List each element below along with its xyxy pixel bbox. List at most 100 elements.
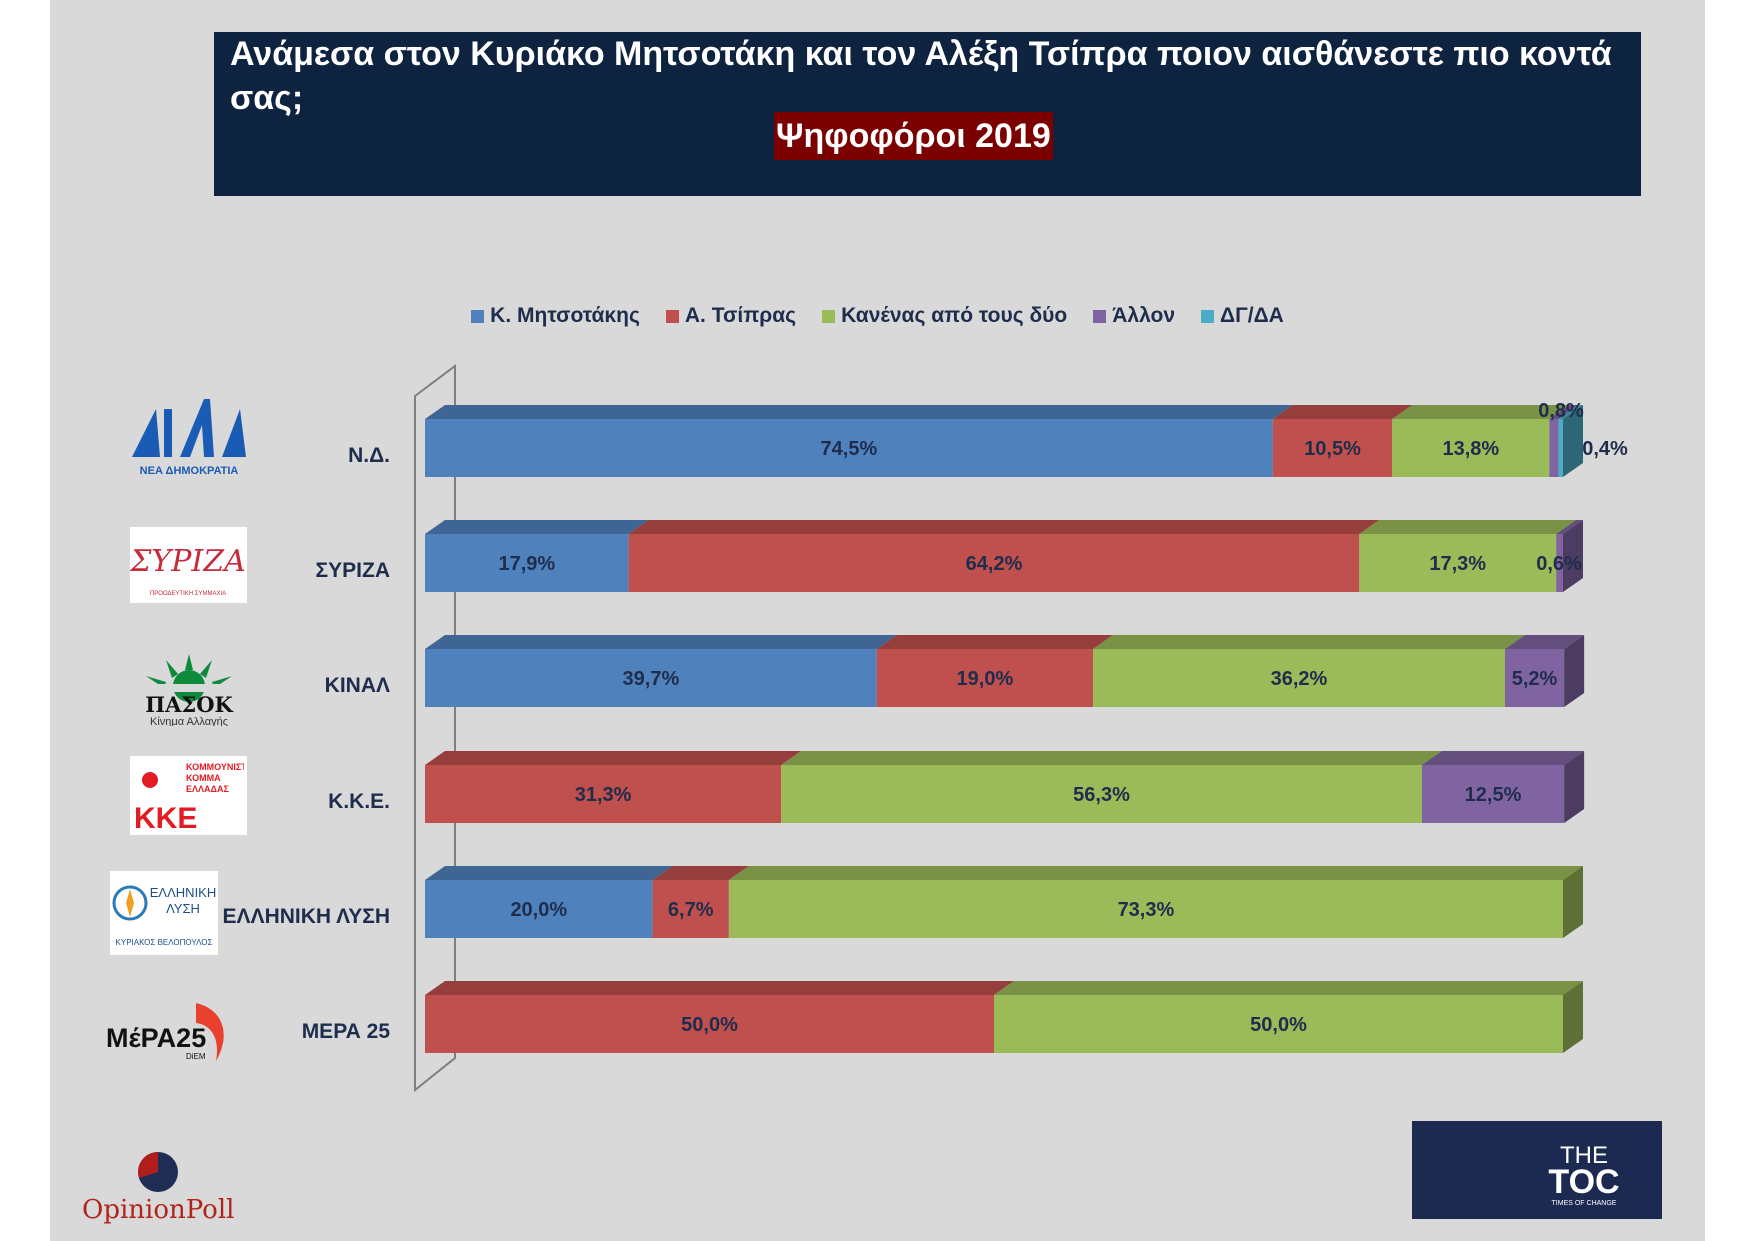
bar-segment bbox=[1272, 419, 1393, 477]
thetoc-logo: THE TOC TIMES OF CHANGE bbox=[1412, 1121, 1662, 1219]
legend-label: Κ. Μητσοτάκης bbox=[490, 304, 640, 327]
data-label: 73,3% bbox=[1118, 899, 1175, 921]
bar-segment bbox=[1359, 534, 1557, 592]
bar-segment bbox=[728, 880, 1563, 938]
svg-text:ΠΡΟΟΔΕΥΤΙΚΗ ΣΥΜΜΑΧΙΑ: ΠΡΟΟΔΕΥΤΙΚΗ ΣΥΜΜΑΧΙΑ bbox=[150, 591, 226, 597]
pasok-logo: ΠΑΣΟΚ Κίνημα Αλλαγής bbox=[130, 650, 248, 728]
legend-item: Άλλον bbox=[1093, 304, 1175, 328]
bar-top-face bbox=[425, 981, 1014, 995]
bar-top-face bbox=[1558, 405, 1583, 419]
bar-segment bbox=[1556, 534, 1563, 592]
category-label-elliniki-lysi: ΕΛΛΗΝΙΚΗ ΛΥΣΗ bbox=[222, 905, 390, 928]
data-label: 6,7% bbox=[668, 899, 714, 921]
opinionpoll-logo-icon bbox=[130, 1146, 182, 1194]
data-label: 0,8% bbox=[1538, 400, 1584, 422]
opinionpoll-brand: OpinionPoll bbox=[82, 1195, 235, 1225]
bar-segment bbox=[425, 534, 629, 592]
legend-label: Α. Τσίπρας bbox=[684, 304, 797, 327]
bar-segment bbox=[1421, 765, 1565, 823]
bar-top-face bbox=[876, 635, 1114, 649]
data-label: 50,0% bbox=[1250, 1014, 1307, 1036]
data-label: 17,9% bbox=[498, 553, 555, 575]
bar-segment bbox=[781, 765, 1422, 823]
bar-segment bbox=[876, 649, 1094, 707]
legend-label: Άλλον bbox=[1112, 304, 1176, 327]
data-label: 36,2% bbox=[1271, 668, 1328, 690]
bar-top-face bbox=[425, 520, 649, 534]
svg-text:ΚΚΕ: ΚΚΕ bbox=[134, 802, 197, 835]
bar-top-face bbox=[994, 981, 1583, 995]
bar-segment bbox=[425, 419, 1273, 477]
legend-item: Κανένας από τους δύο bbox=[822, 304, 1067, 328]
legend-swatch bbox=[471, 309, 485, 323]
bar-side-face bbox=[1563, 866, 1583, 938]
svg-text:DiEM: DiEM bbox=[186, 1052, 206, 1061]
bar-top-face bbox=[1359, 520, 1577, 534]
chart-legend: Κ. Μητσοτάκης Α. Τσίπρας Κανένας από τους … bbox=[0, 304, 1755, 328]
data-label: 74,5% bbox=[821, 438, 878, 460]
category-label-mera25: ΜΕΡΑ 25 bbox=[301, 1020, 390, 1043]
legend-swatch bbox=[1093, 309, 1107, 323]
data-label: 5,2% bbox=[1512, 668, 1558, 690]
legend-label: Κανένας από τους δύο bbox=[841, 304, 1068, 327]
bar-top-face bbox=[425, 635, 897, 649]
mera25-logo: ΜέΡΑ25 DiEM bbox=[104, 995, 236, 1071]
svg-text:THE: THE bbox=[1560, 1142, 1608, 1169]
legend-item: Α. Τσίπρας bbox=[665, 304, 797, 328]
bar-top-face bbox=[1421, 751, 1585, 765]
bar-side-face bbox=[1564, 751, 1585, 823]
bar-segment bbox=[652, 880, 729, 938]
svg-text:ΚΥΡΙΑΚΟΣ ΒΕΛΟΠΟΥΛΟΣ: ΚΥΡΙΑΚΟΣ ΒΕΛΟΠΟΥΛΟΣ bbox=[116, 938, 213, 947]
data-label: 12,5% bbox=[1465, 784, 1522, 806]
legend-swatch bbox=[1201, 309, 1215, 323]
bar-top-face bbox=[1272, 405, 1413, 419]
bar-top-face bbox=[781, 751, 1442, 765]
bar-top-face bbox=[425, 405, 1293, 419]
bar-segment bbox=[425, 995, 994, 1053]
svg-text:TIMES OF CHANGE: TIMES OF CHANGE bbox=[1552, 1200, 1617, 1207]
chart-subtitle: Ψηφοφόροι 2019 bbox=[774, 112, 1053, 160]
data-label: 56,3% bbox=[1073, 784, 1130, 806]
category-label-nd: Ν.Δ. bbox=[348, 444, 390, 467]
data-label: 20,0% bbox=[510, 899, 567, 921]
data-label: 10,5% bbox=[1304, 438, 1361, 460]
bar-top-face bbox=[728, 866, 1583, 880]
data-label: 13,8% bbox=[1442, 438, 1499, 460]
category-label-kinal: ΚΙΝΑΛ bbox=[324, 674, 390, 697]
chart-title: Ανάμεσα στον Κυριάκο Μητσοτάκη και τον Α… bbox=[230, 35, 1612, 117]
svg-text:TOC: TOC bbox=[1548, 1163, 1619, 1201]
legend-item: ΔΓ/ΔΑ bbox=[1201, 304, 1284, 328]
bar-side-face bbox=[1563, 520, 1583, 592]
bar-side-face bbox=[1564, 635, 1585, 707]
bar-top-face bbox=[425, 866, 673, 880]
svg-text:ΣΥΡΙΖΑ: ΣΥΡΙΖΑ bbox=[130, 544, 246, 579]
data-label: 31,3% bbox=[575, 784, 632, 806]
legend-item: Κ. Μητσοτάκης bbox=[471, 304, 640, 328]
data-label: 0,4% bbox=[1582, 438, 1628, 460]
data-label: 39,7% bbox=[623, 668, 680, 690]
bar-segment bbox=[1504, 649, 1565, 707]
legend-label: ΔΓ/ΔΑ bbox=[1220, 304, 1284, 327]
bar-side-face bbox=[1563, 981, 1583, 1053]
data-label: 19,0% bbox=[957, 668, 1014, 690]
bar-segment bbox=[1392, 419, 1550, 477]
data-label: 50,0% bbox=[681, 1014, 738, 1036]
category-label-kke: Κ.Κ.Ε. bbox=[328, 790, 390, 813]
bar-top-face bbox=[1093, 635, 1525, 649]
elliniki-lysi-logo: ΕΛΛΗΝΙΚΗ ΛΥΣΗ ΚΥΡΙΑΚΟΣ ΒΕΛΟΠΟΥΛΟΣ bbox=[110, 871, 218, 955]
data-label: 0,6% bbox=[1536, 553, 1582, 575]
title-banner: Ανάμεσα στον Κυριάκο Μητσοτάκη και τον Α… bbox=[214, 32, 1641, 196]
bar-top-face bbox=[425, 751, 802, 765]
legend-swatch bbox=[665, 309, 679, 323]
bar-top-face bbox=[1504, 635, 1585, 649]
svg-text:ΝΕΑ ΔΗΜΟΚΡΑΤΙΑ: ΝΕΑ ΔΗΜΟΚΡΑΤΙΑ bbox=[140, 465, 239, 477]
bar-segment bbox=[1093, 649, 1505, 707]
syriza-logo: ΣΥΡΙΖΑ ΠΡΟΟΔΕΥΤΙΚΗ ΣΥΜΜΑΧΙΑ bbox=[129, 527, 247, 603]
svg-text:ΠΑΣΟΚ: ΠΑΣΟΚ bbox=[145, 692, 233, 717]
data-label: 17,3% bbox=[1429, 553, 1486, 575]
bar-top-face bbox=[1556, 520, 1583, 534]
bar-segment bbox=[1558, 419, 1563, 477]
data-label: 64,2% bbox=[966, 553, 1023, 575]
bar-segment bbox=[1549, 419, 1559, 477]
